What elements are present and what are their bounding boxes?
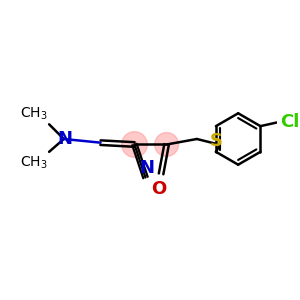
Text: CH$_3$: CH$_3$	[20, 154, 47, 171]
Text: Cl: Cl	[280, 112, 300, 130]
Text: O: O	[152, 180, 167, 198]
Text: N: N	[57, 130, 72, 148]
Circle shape	[122, 132, 147, 157]
Text: N: N	[139, 159, 154, 177]
Circle shape	[155, 133, 178, 156]
Text: CH$_3$: CH$_3$	[20, 105, 47, 122]
Text: S: S	[210, 132, 223, 150]
